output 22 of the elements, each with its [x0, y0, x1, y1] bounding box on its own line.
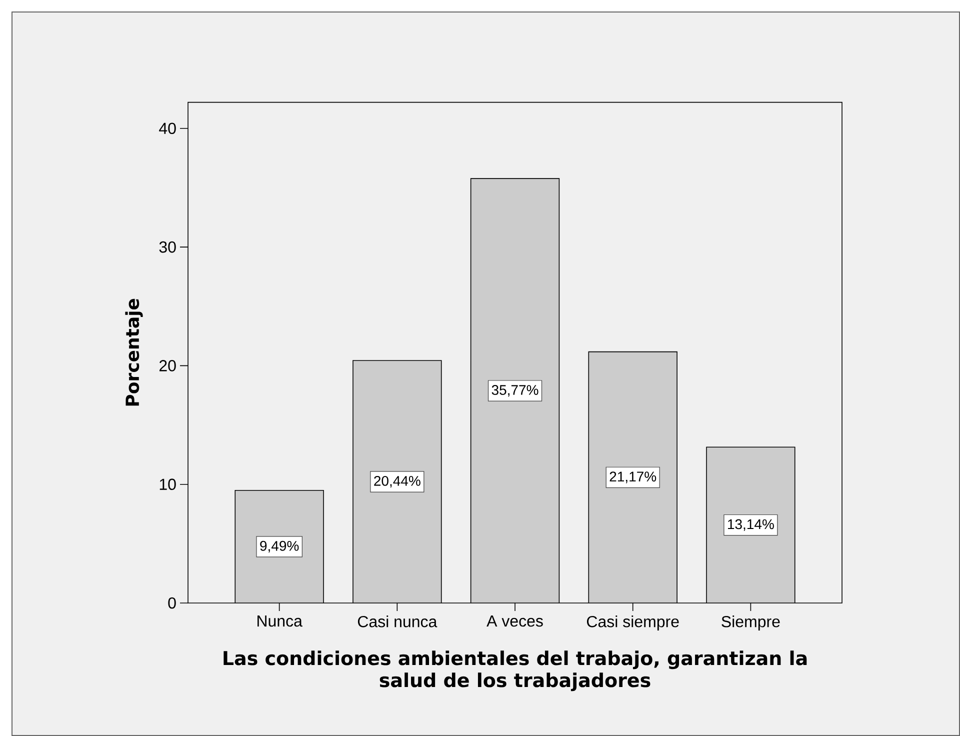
x-tick-label: Nunca	[258, 616, 302, 627]
y-tick-label: 20	[159, 360, 176, 372]
bar	[235, 490, 324, 603]
x-axis-title: Las condiciones ambientales del trabajo, garantizan la salud de los trabajadores	[224, 650, 807, 692]
x-tick-label: Casi nunca	[358, 616, 438, 628]
data-label: 9,49%	[260, 540, 299, 552]
data-label: 35,77%	[492, 385, 538, 397]
data-label: 21,17%	[610, 472, 656, 484]
bar	[470, 178, 560, 603]
bar	[352, 360, 442, 603]
x-tick-label: Siempre	[722, 616, 780, 630]
x-tick-label: Casi siempre	[586, 616, 679, 630]
bar	[706, 446, 796, 603]
y-tick-label: 0	[168, 597, 176, 609]
y-tick-label: 30	[159, 241, 176, 253]
bar	[588, 352, 678, 603]
data-label: 13,14%	[728, 519, 774, 531]
data-label: 20,44%	[374, 476, 420, 488]
x-tick-label: A veces	[486, 616, 543, 627]
y-tick-label: 40	[159, 122, 176, 134]
y-axis-title: Porcentaje	[125, 298, 143, 406]
y-tick-label: 10	[160, 478, 176, 490]
